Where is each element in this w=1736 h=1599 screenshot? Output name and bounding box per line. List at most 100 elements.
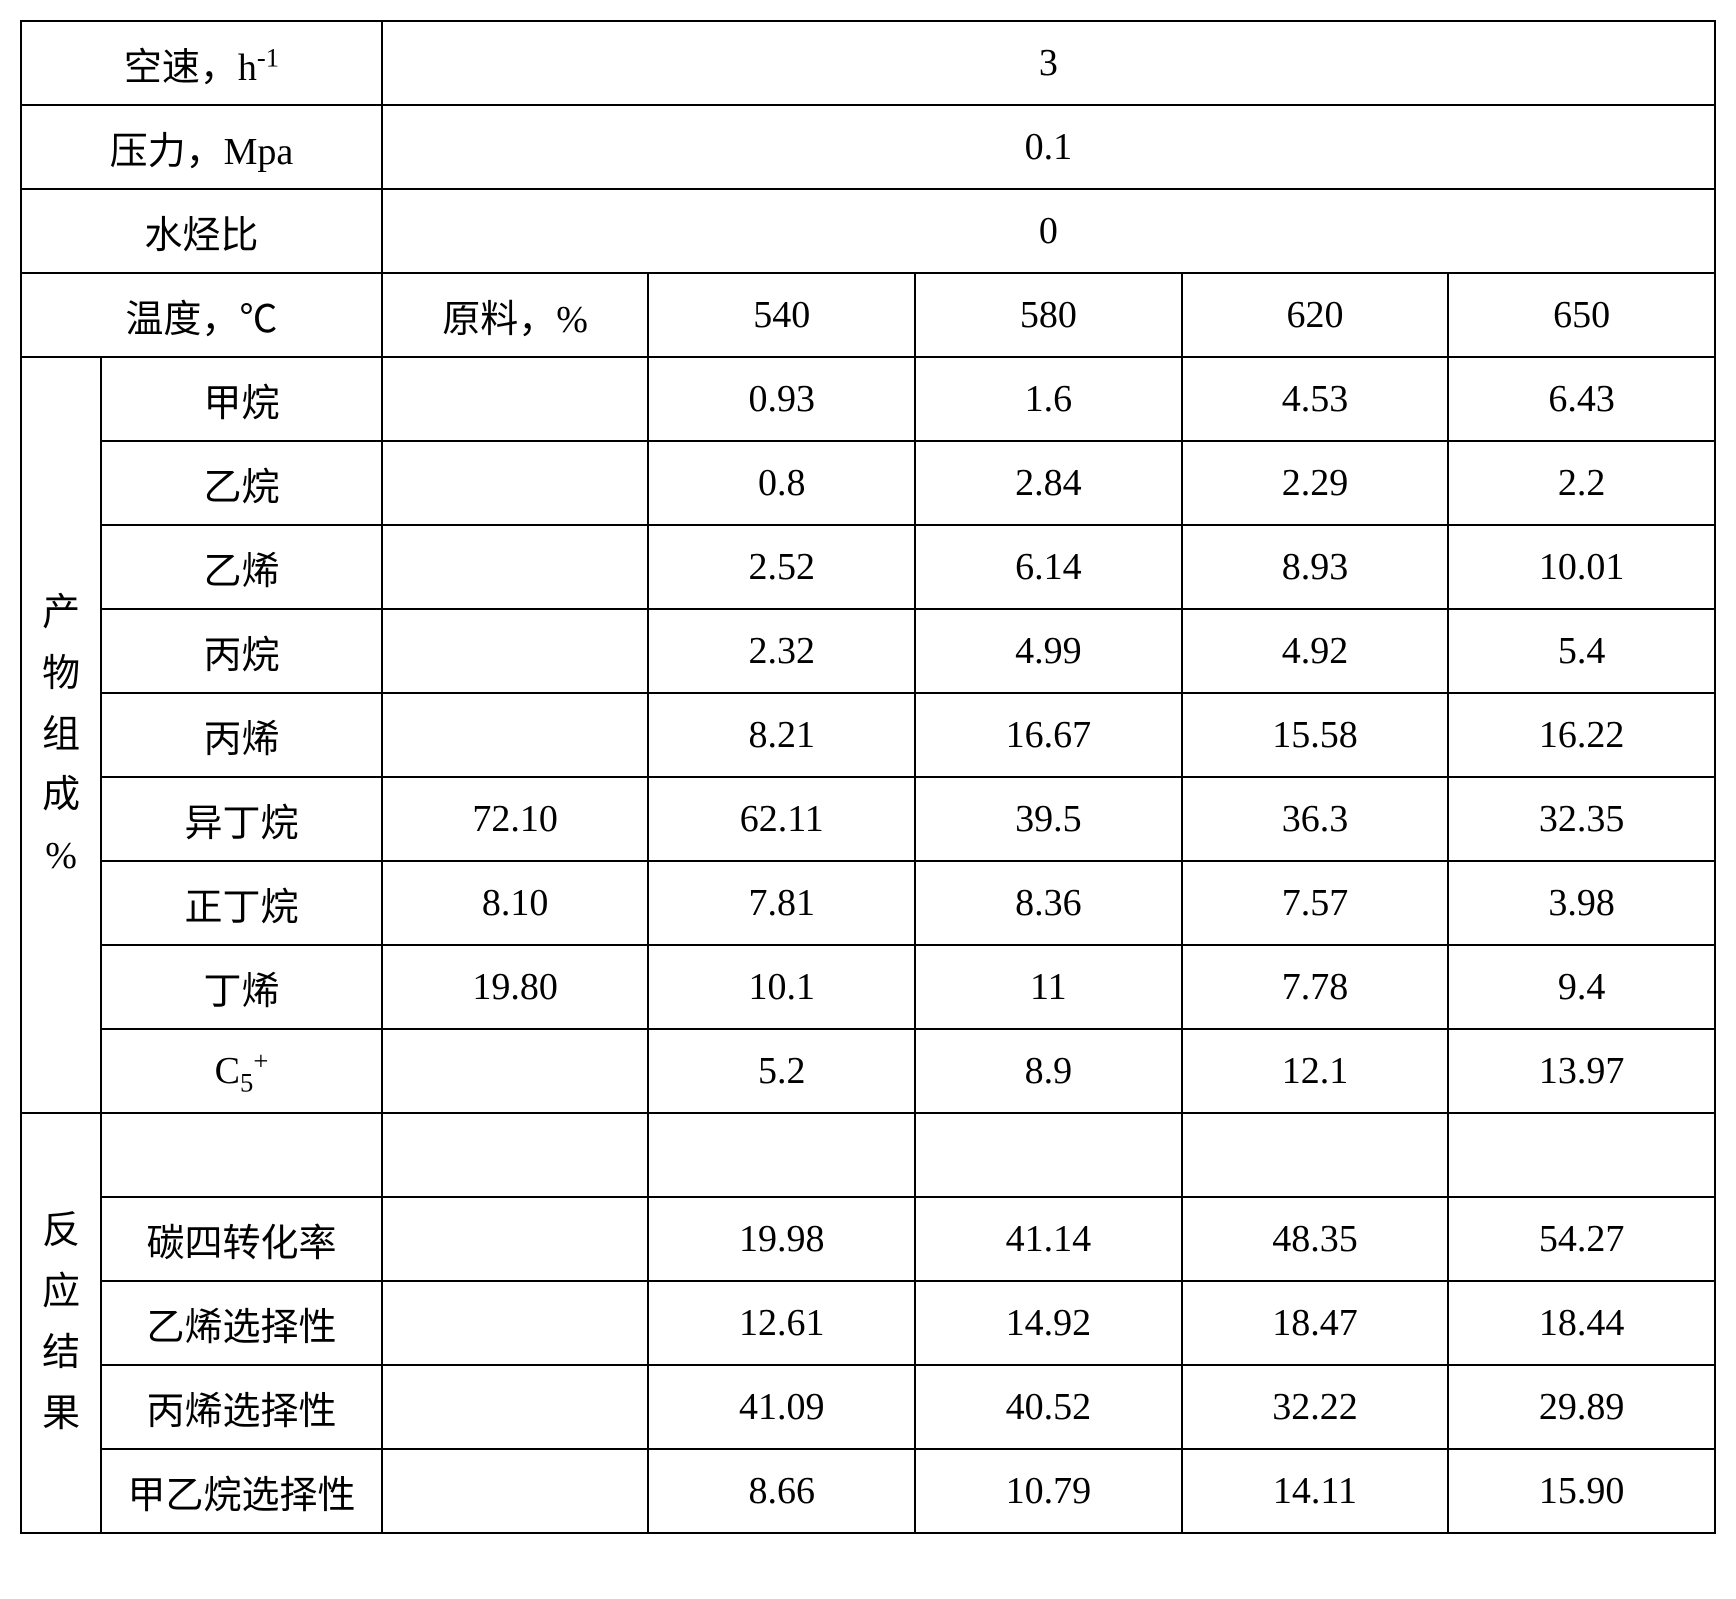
res-v-1-2: 48.35 (1182, 1197, 1449, 1281)
row-temperature: 温度，℃ 原料，% 540 580 620 650 (21, 273, 1715, 357)
res-v-2-2: 18.47 (1182, 1281, 1449, 1365)
res-feed-3 (382, 1365, 649, 1449)
comp-feed-c5 (382, 1029, 649, 1113)
pressure-label: 压力，Mpa (21, 105, 382, 189)
res-v-3-1: 40.52 (915, 1365, 1182, 1449)
composition-row-1: 乙烷 0.8 2.84 2.29 2.2 (21, 441, 1715, 525)
results-row-3: 丙烯选择性 41.09 40.52 32.22 29.89 (21, 1365, 1715, 1449)
res-feed-4 (382, 1449, 649, 1533)
pressure-value: 0.1 (382, 105, 1715, 189)
row-pressure: 压力，Mpa 0.1 (21, 105, 1715, 189)
comp-v-5-3: 32.35 (1448, 777, 1715, 861)
temp-col-3: 650 (1448, 273, 1715, 357)
comp-name-1: 乙烷 (101, 441, 382, 525)
results-row-4: 甲乙烷选择性 8.66 10.79 14.11 15.90 (21, 1449, 1715, 1533)
res-v-2-1: 14.92 (915, 1281, 1182, 1365)
comp-name-6: 正丁烷 (101, 861, 382, 945)
comp-feed-3 (382, 609, 649, 693)
comp-name-c5: C5+ (101, 1029, 382, 1113)
comp-v-c5-2: 12.1 (1182, 1029, 1449, 1113)
res-v-4-2: 14.11 (1182, 1449, 1449, 1533)
res-v-3-2: 32.22 (1182, 1365, 1449, 1449)
res-name-3: 丙烯选择性 (101, 1365, 382, 1449)
comp-v-0-3: 6.43 (1448, 357, 1715, 441)
comp-v-c5-1: 8.9 (915, 1029, 1182, 1113)
comp-v-c5-3: 13.97 (1448, 1029, 1715, 1113)
res-v-0-0 (648, 1113, 915, 1197)
res-v-0-1 (915, 1113, 1182, 1197)
comp-v-c5-0: 5.2 (648, 1029, 915, 1113)
res-feed-0 (382, 1113, 649, 1197)
res-v-4-0: 8.66 (648, 1449, 915, 1533)
res-v-1-1: 41.14 (915, 1197, 1182, 1281)
res-feed-1 (382, 1197, 649, 1281)
results-section-label: 反应结果 (21, 1113, 101, 1533)
res-v-1-3: 54.27 (1448, 1197, 1715, 1281)
res-name-4: 甲乙烷选择性 (101, 1449, 382, 1533)
comp-name-3: 丙烷 (101, 609, 382, 693)
results-row-0: 反应结果 (21, 1113, 1715, 1197)
comp-name-2: 乙烯 (101, 525, 382, 609)
comp-v-2-2: 8.93 (1182, 525, 1449, 609)
comp-v-3-0: 2.32 (648, 609, 915, 693)
comp-v-6-3: 3.98 (1448, 861, 1715, 945)
comp-v-6-0: 7.81 (648, 861, 915, 945)
res-feed-2 (382, 1281, 649, 1365)
temp-col-1: 580 (915, 273, 1182, 357)
comp-feed-1 (382, 441, 649, 525)
res-name-1: 碳四转化率 (101, 1197, 382, 1281)
space-velocity-value: 3 (382, 21, 1715, 105)
comp-v-5-1: 39.5 (915, 777, 1182, 861)
composition-row-2: 乙烯 2.52 6.14 8.93 10.01 (21, 525, 1715, 609)
comp-v-4-1: 16.67 (915, 693, 1182, 777)
comp-v-0-1: 1.6 (915, 357, 1182, 441)
comp-v-7-2: 7.78 (1182, 945, 1449, 1029)
comp-feed-0 (382, 357, 649, 441)
data-table: 空速，h-1 3 压力，Mpa 0.1 水烃比 0 温度，℃ 原料，% 540 … (20, 20, 1716, 1534)
res-v-3-3: 29.89 (1448, 1365, 1715, 1449)
comp-name-7: 丁烯 (101, 945, 382, 1029)
composition-section-label: 产物组成% (21, 357, 101, 1113)
water-ratio-label: 水烃比 (21, 189, 382, 273)
comp-name-0: 甲烷 (101, 357, 382, 441)
space-velocity-label: 空速，h-1 (21, 21, 382, 105)
results-row-2: 乙烯选择性 12.61 14.92 18.47 18.44 (21, 1281, 1715, 1365)
composition-row-5: 异丁烷 72.10 62.11 39.5 36.3 32.35 (21, 777, 1715, 861)
composition-row-4: 丙烯 8.21 16.67 15.58 16.22 (21, 693, 1715, 777)
composition-row-0: 产物组成% 甲烷 0.93 1.6 4.53 6.43 (21, 357, 1715, 441)
res-v-0-2 (1182, 1113, 1449, 1197)
temp-col-2: 620 (1182, 273, 1449, 357)
comp-v-7-1: 11 (915, 945, 1182, 1029)
comp-v-1-2: 2.29 (1182, 441, 1449, 525)
comp-v-1-0: 0.8 (648, 441, 915, 525)
res-v-4-1: 10.79 (915, 1449, 1182, 1533)
comp-v-2-3: 10.01 (1448, 525, 1715, 609)
results-row-1: 碳四转化率 19.98 41.14 48.35 54.27 (21, 1197, 1715, 1281)
comp-v-6-2: 7.57 (1182, 861, 1449, 945)
comp-v-0-0: 0.93 (648, 357, 915, 441)
comp-feed-4 (382, 693, 649, 777)
row-water-ratio: 水烃比 0 (21, 189, 1715, 273)
comp-feed-5: 72.10 (382, 777, 649, 861)
composition-row-3: 丙烷 2.32 4.99 4.92 5.4 (21, 609, 1715, 693)
res-v-1-0: 19.98 (648, 1197, 915, 1281)
water-ratio-value: 0 (382, 189, 1715, 273)
comp-v-0-2: 4.53 (1182, 357, 1449, 441)
comp-v-2-1: 6.14 (915, 525, 1182, 609)
comp-v-7-0: 10.1 (648, 945, 915, 1029)
comp-v-1-3: 2.2 (1448, 441, 1715, 525)
feed-label: 原料，% (382, 273, 649, 357)
comp-v-3-1: 4.99 (915, 609, 1182, 693)
composition-row-6: 正丁烷 8.10 7.81 8.36 7.57 3.98 (21, 861, 1715, 945)
comp-name-4: 丙烯 (101, 693, 382, 777)
comp-v-3-2: 4.92 (1182, 609, 1449, 693)
comp-feed-7: 19.80 (382, 945, 649, 1029)
res-v-4-3: 15.90 (1448, 1449, 1715, 1533)
comp-v-2-0: 2.52 (648, 525, 915, 609)
comp-v-4-0: 8.21 (648, 693, 915, 777)
row-space-velocity: 空速，h-1 3 (21, 21, 1715, 105)
res-v-3-0: 41.09 (648, 1365, 915, 1449)
res-v-0-3 (1448, 1113, 1715, 1197)
comp-v-7-3: 9.4 (1448, 945, 1715, 1029)
temperature-label: 温度，℃ (21, 273, 382, 357)
